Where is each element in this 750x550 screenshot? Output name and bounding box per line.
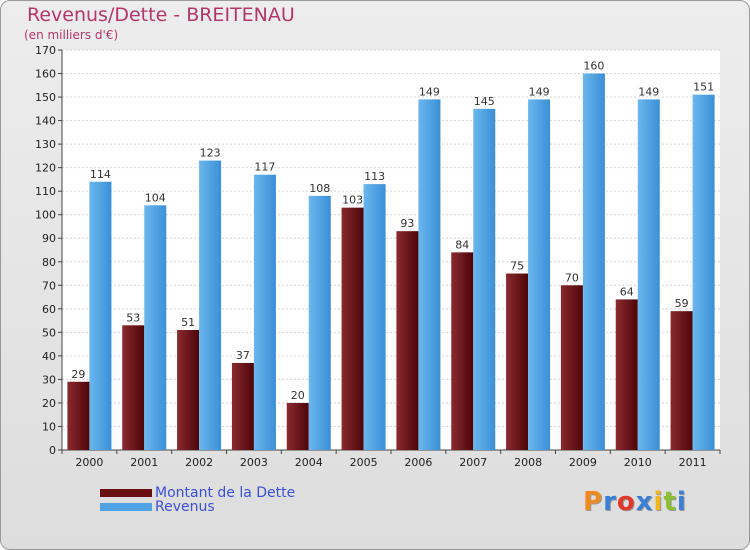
- logo-letter: r: [603, 487, 617, 517]
- y-tick-label: 70: [42, 279, 56, 292]
- x-tick-label: 2004: [295, 456, 323, 469]
- plot-area: [62, 50, 720, 450]
- bar-dette: [286, 402, 309, 450]
- data-label-dette: 37: [236, 349, 250, 362]
- y-tick-label: 10: [42, 420, 56, 433]
- bar-dette: [615, 299, 638, 450]
- data-label-revenus: 117: [254, 161, 275, 174]
- data-label-revenus: 149: [638, 85, 659, 98]
- x-tick-label: 2006: [404, 456, 432, 469]
- x-tick-label: 2010: [624, 456, 652, 469]
- bar-revenus: [692, 94, 715, 451]
- chart-subtitle: (en milliers d'€): [24, 28, 119, 42]
- proxiti-logo: Proxiti: [583, 487, 687, 517]
- bar-revenus: [199, 160, 222, 450]
- x-tick-label: 2008: [514, 456, 542, 469]
- data-label-revenus: 114: [90, 168, 111, 181]
- logo-letter: i: [676, 487, 687, 517]
- data-label-revenus: 149: [419, 85, 440, 98]
- data-label-dette: 84: [455, 238, 469, 251]
- bar-dette: [506, 273, 529, 450]
- y-tick-label: 90: [42, 232, 56, 245]
- logo-letter: x: [635, 487, 654, 517]
- logo-letter: P: [583, 487, 604, 517]
- data-label-dette: 29: [71, 368, 85, 381]
- bar-dette: [670, 311, 693, 450]
- x-tick-label: 2007: [459, 456, 487, 469]
- bar-dette: [560, 285, 583, 450]
- data-label-revenus: 104: [145, 191, 166, 204]
- data-label-dette: 20: [291, 389, 305, 402]
- x-tick-label: 2001: [130, 456, 158, 469]
- x-tick-label: 2003: [240, 456, 268, 469]
- y-tick-label: 130: [35, 138, 56, 151]
- chart-title: Revenus/Dette - BREITENAU: [27, 4, 295, 26]
- data-label-revenus: 145: [474, 95, 495, 108]
- data-label-dette: 70: [565, 271, 579, 284]
- bar-revenus: [418, 99, 441, 450]
- y-tick-label: 160: [35, 68, 56, 81]
- y-tick-label: 60: [42, 303, 56, 316]
- bar-revenus: [582, 73, 605, 450]
- bar-dette: [341, 207, 364, 450]
- y-tick-label: 100: [35, 209, 56, 222]
- data-label-dette: 53: [126, 311, 140, 324]
- y-tick-label: 40: [42, 350, 56, 363]
- y-tick-label: 140: [35, 115, 56, 128]
- bar-dette: [122, 325, 145, 450]
- bar-revenus: [308, 195, 331, 450]
- bar-revenus: [89, 181, 112, 450]
- bar-revenus: [144, 205, 167, 450]
- bar-dette: [177, 330, 200, 450]
- data-label-dette: 75: [510, 260, 524, 273]
- bar-dette: [231, 362, 254, 450]
- x-tick-label: 2005: [350, 456, 378, 469]
- y-tick-label: 50: [42, 326, 56, 339]
- bar-revenus: [528, 99, 551, 450]
- logo-letter: o: [616, 487, 636, 517]
- data-label-revenus: 149: [529, 85, 550, 98]
- y-tick-label: 150: [35, 91, 56, 104]
- bar-dette: [67, 381, 90, 450]
- bar-dette: [396, 231, 419, 450]
- data-label-revenus: 123: [200, 147, 221, 160]
- bar-revenus: [637, 99, 660, 450]
- y-tick-label: 170: [35, 44, 56, 57]
- y-tick-label: 20: [42, 397, 56, 410]
- x-tick-label: 2009: [569, 456, 597, 469]
- data-label-dette: 51: [181, 316, 195, 329]
- y-tick-label: 110: [35, 185, 56, 198]
- legend-swatch-dette: [100, 489, 152, 497]
- x-tick-label: 2000: [75, 456, 103, 469]
- y-tick-label: 120: [35, 162, 56, 175]
- data-label-dette: 64: [620, 285, 634, 298]
- y-tick-label: 0: [49, 444, 56, 457]
- legend-label-dette: Montant de la Dette: [155, 485, 296, 501]
- x-tick-label: 2002: [185, 456, 213, 469]
- y-tick-label: 30: [42, 373, 56, 386]
- bar-revenus: [253, 174, 276, 451]
- data-label-revenus: 113: [364, 170, 385, 183]
- legend-swatch-revenus: [100, 503, 152, 511]
- data-label-dette: 93: [400, 217, 414, 230]
- legend-label-revenus: Revenus: [155, 499, 215, 515]
- bar-revenus: [473, 108, 496, 450]
- data-label-dette: 59: [675, 297, 689, 310]
- y-tick-label: 80: [42, 256, 56, 269]
- x-tick-label: 2011: [679, 456, 707, 469]
- logo-letter: t: [663, 487, 677, 517]
- bar-revenus: [363, 184, 386, 450]
- data-label-revenus: 160: [583, 60, 604, 73]
- data-label-revenus: 151: [693, 81, 714, 94]
- bar-dette: [451, 252, 474, 450]
- data-label-revenus: 108: [309, 182, 330, 195]
- logo-letter: i: [653, 487, 664, 517]
- data-label-dette: 103: [342, 194, 363, 207]
